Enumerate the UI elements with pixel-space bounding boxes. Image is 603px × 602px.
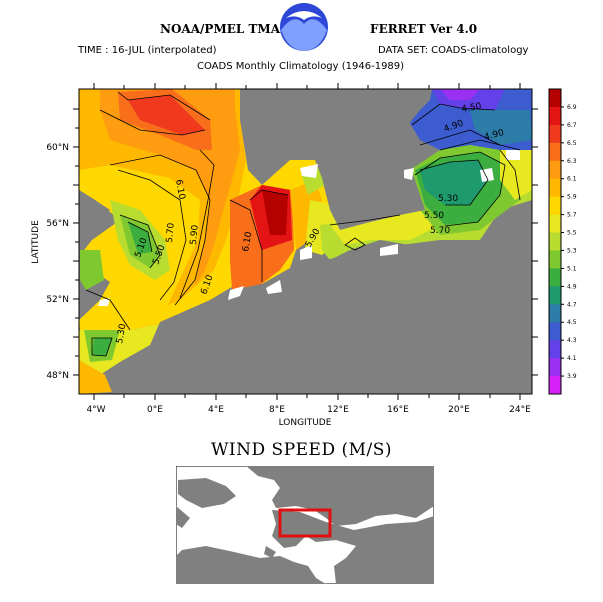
x-tick-label: 20°E [448, 405, 470, 415]
colorbar-swatch [549, 89, 561, 108]
header-title-right: FERRET Ver 4.0 [370, 22, 478, 36]
colorbar-swatch [549, 358, 561, 377]
x-tick-label: 8°E [269, 405, 285, 415]
colorbar-swatch [549, 268, 561, 287]
colorbar-swatch [549, 340, 561, 359]
contour-label: 6.10 [173, 179, 186, 201]
colorbar-tick-label: 6.9 [567, 104, 577, 111]
colorbar [548, 88, 564, 395]
colorbar-swatch [549, 250, 561, 269]
contour-label: 5.50 [424, 211, 444, 221]
colorbar-labels: 6.9 6.7 6.5 6.3 6.1 5.9 5.7 5.5 5.3 5.1 4.9 4.7 4.5 4… [567, 104, 577, 380]
colorbar-tick-label: 6.7 [567, 122, 577, 129]
colorbar-swatch [549, 322, 561, 341]
plot-header-title: NOAA/PMEL TMAP FERRET Ver 4.0 [160, 22, 477, 36]
contour-label: 5.90 [189, 224, 201, 245]
colorbar-swatch [549, 124, 561, 144]
locator-land [176, 466, 434, 584]
sea-field [79, 89, 532, 394]
dataset-label: DATA SET: COADS-climatology [378, 45, 529, 56]
x-tick-label: 4°W [86, 405, 105, 415]
x-tick-label: 24°E [509, 405, 531, 415]
colorbar-swatch [549, 106, 561, 126]
y-tick-label: 52°N [46, 295, 69, 305]
contour-label: 5.70 [430, 226, 450, 236]
colorbar-frame [548, 88, 562, 395]
colorbar-tick-label: 5.9 [567, 194, 577, 201]
colorbar-tick-label: 4.7 [567, 301, 577, 308]
x-axis-labels: 4°W 0°E 4°E 8°E 12°E 16°E 20°E 24°E [86, 405, 531, 415]
wind-speed-map: 6.10 5.90 5.70 5.50 5.10 5.30 6.10 6.10 … [31, 83, 577, 428]
contour-label: 5.30 [438, 194, 458, 204]
region-highlight-box [278, 508, 332, 538]
colorbar-tick-label: 5.3 [567, 247, 577, 254]
contour-lines [85, 91, 521, 357]
colorbar-swatch [549, 286, 561, 305]
y-tick-label: 48°N [46, 371, 69, 381]
colorbar-swatch [549, 160, 561, 180]
y-tick-label: 60°N [46, 143, 69, 153]
colorbar-tick-label: 5.5 [567, 230, 577, 237]
variable-title: WIND SPEED (M/S) [210, 440, 393, 460]
colorbar-swatch [549, 142, 561, 162]
y-axis-labels: 48°N 52°N 56°N 60°N [46, 143, 69, 381]
colorbar-swatch [549, 178, 561, 198]
contour-label: 5.30 [115, 323, 128, 345]
contour-label: 5.70 [165, 222, 177, 243]
locator-map [176, 466, 434, 584]
x-axis-title: LONGITUDE [279, 418, 332, 428]
contour-label: 4.50 [461, 102, 483, 115]
colorbar-tick-label: 6.1 [567, 176, 577, 183]
colorbar-tick-label: 6.5 [567, 140, 577, 147]
colorbar-tick-label: 4.1 [567, 355, 577, 362]
y-tick-label: 56°N [46, 219, 69, 229]
colorbar-tick-label: 5.1 [567, 265, 577, 272]
x-axis-ticks [93, 83, 521, 400]
colorbar-swatch [549, 376, 561, 395]
colorbar-tick-label: 4.9 [567, 283, 577, 290]
y-axis-ticks [73, 108, 538, 376]
y-axis-title: LATITUDE [31, 220, 41, 264]
x-tick-label: 16°E [387, 405, 409, 415]
x-tick-label: 0°E [147, 405, 163, 415]
noaa-logo-icon [280, 3, 328, 51]
colorbar-swatch [549, 304, 561, 323]
colorbar-tick-label: 4.5 [567, 319, 577, 326]
colorbar-swatch [549, 214, 561, 234]
colorbar-tick-label: 4.3 [567, 337, 577, 344]
colorbar-tick-label: 5.7 [567, 212, 577, 219]
x-tick-label: 12°E [327, 405, 349, 415]
colorbar-swatch [549, 232, 561, 251]
contour-label: 6.10 [241, 231, 254, 253]
climatology-subtitle: COADS Monthly Climatology (1946-1989) [197, 61, 405, 72]
x-tick-label: 4°E [208, 405, 224, 415]
colorbar-swatch [549, 196, 561, 216]
header-title-left: NOAA/PMEL TMAP [160, 22, 290, 36]
colorbar-tick-label: 3.9 [567, 373, 577, 380]
colorbar-tick-label: 6.3 [567, 158, 577, 165]
time-label: TIME : 16-JUL (interpolated) [78, 45, 217, 56]
